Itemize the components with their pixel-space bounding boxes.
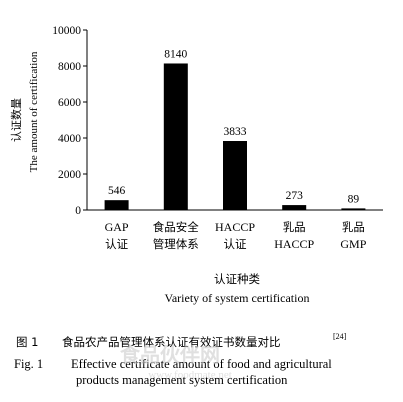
x-tick-label: 认证 — [224, 237, 247, 251]
watermark-text-cn: 食品伙伴网 — [120, 343, 220, 367]
bar-value-label: 273 — [286, 190, 304, 202]
watermark-text-url: www.foodmate.net — [148, 369, 232, 381]
caption-cn-prefix: 图 1 — [16, 335, 38, 349]
caption-cn-ref: [24] — [333, 332, 347, 341]
x-tick-label: 乳品 — [342, 220, 365, 234]
x-tick-label: GAP — [105, 220, 129, 234]
bar — [163, 63, 188, 211]
x-tick-label: 管理体系 — [153, 237, 199, 251]
bar — [341, 208, 366, 210]
x-axis-title-en: Variety of system certification — [165, 291, 310, 305]
caption-cn-text: 食品农产品管理体系认证有效证书数量对比 — [62, 335, 281, 349]
data-labels: 546 8140 3833 273 89 — [108, 48, 359, 205]
bar-series — [104, 63, 366, 211]
x-tick-label: 食品安全 — [153, 220, 199, 234]
x-tick-label: GMP — [340, 237, 366, 251]
y-axis-ticks: 0 2000 4000 6000 8000 10000 — [52, 25, 87, 217]
bar — [282, 205, 307, 210]
y-tick-label: 2000 — [58, 169, 81, 181]
x-tick-label: 认证 — [105, 237, 128, 251]
bar-value-label: 546 — [108, 185, 126, 197]
x-tick-label: 乳品 — [283, 220, 306, 234]
caption-en-line2: products management system certification — [76, 373, 288, 387]
caption-en-line1: Effective certificate amount of food and… — [71, 357, 332, 371]
y-tick-label: 10000 — [52, 25, 81, 37]
bar-value-label: 8140 — [164, 48, 187, 60]
y-axis-title-en: The amount of certification — [28, 51, 40, 172]
bar — [223, 141, 247, 210]
caption-en-prefix: Fig. 1 — [14, 357, 43, 371]
x-tick-label: HACCP — [215, 220, 255, 234]
bar-value-label: 3833 — [224, 126, 247, 138]
bar-value-label: 89 — [348, 193, 360, 205]
bar — [104, 200, 129, 210]
y-tick-label: 0 — [75, 205, 81, 217]
y-tick-label: 4000 — [58, 133, 81, 145]
x-axis-title-cn: 认证种类 — [214, 272, 260, 286]
x-tick-label: HACCP — [274, 237, 314, 251]
y-tick-label: 6000 — [58, 97, 81, 109]
y-axis-title-cn: 认证数量 — [10, 98, 23, 142]
y-tick-label: 8000 — [58, 61, 81, 73]
